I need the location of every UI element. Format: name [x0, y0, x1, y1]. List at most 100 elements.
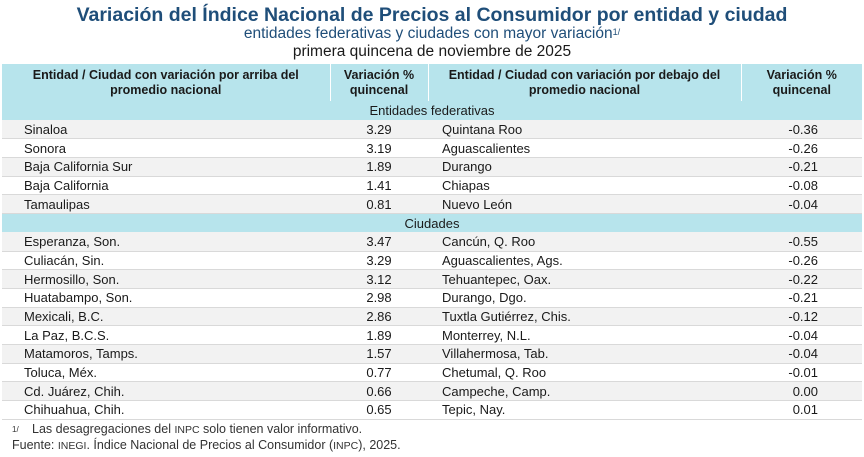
above-entity-cell: Huatabampo, Son. [2, 288, 330, 308]
report-title: Variación del Índice Nacional de Precios… [76, 4, 788, 26]
footnote-text-end: solo tienen valor informativo. [199, 422, 363, 436]
above-variation-cell: 3.29 [330, 120, 428, 140]
below-variation-cell: -0.26 [741, 251, 862, 271]
above-entity-cell: Sinaloa [2, 120, 330, 140]
above-variation-cell: 0.77 [330, 363, 428, 383]
above-entity-cell: Esperanza, Son. [2, 232, 330, 252]
below-variation-cell: -0.55 [741, 232, 862, 252]
section-header-row: Entidades federativas [2, 101, 862, 120]
above-entity-cell: La Paz, B.C.S. [2, 325, 330, 346]
header-above-entity: Entidad / Ciudad con variación por arrib… [2, 64, 331, 101]
above-entity-cell: Matamoros, Tamps. [2, 344, 330, 364]
header-below-variation: Variación % quincenal [741, 64, 862, 101]
above-variation-cell: 1.89 [330, 157, 428, 177]
above-variation-cell: 1.41 [330, 176, 428, 196]
above-variation-cell: 0.65 [330, 400, 428, 420]
footnote-mark: 1/ [12, 425, 19, 434]
above-variation-cell: 3.19 [330, 138, 428, 158]
table-row: Sinaloa 3.29 Quintana Roo -0.36 [2, 120, 862, 140]
below-variation-cell: -0.01 [741, 363, 862, 383]
above-entity-cell: Mexicali, B.C. [2, 307, 330, 327]
header-above-variation: Variación % quincenal [330, 64, 429, 101]
below-entity-cell: Durango [428, 157, 741, 177]
below-variation-cell: -0.22 [741, 269, 862, 289]
table-row: Baja California Sur 1.89 Durango -0.21 [2, 157, 862, 177]
source-note: Fuente: INEGI. Índice Nacional de Precio… [12, 438, 401, 454]
footnote-text: Las desagregaciones del INPC solo tienen… [32, 422, 362, 438]
below-entity-cell: Campeche, Camp. [428, 381, 741, 402]
table-row: La Paz, B.C.S. 1.89 Monterrey, N.L. -0.04 [2, 325, 862, 346]
below-entity-cell: Villahermosa, Tab. [428, 344, 741, 364]
above-entity-cell: Sonora [2, 138, 330, 158]
footnote: 1/ Las desagregaciones del INPC solo tie… [12, 422, 362, 437]
below-entity-cell: Cancún, Q. Roo [428, 232, 741, 252]
section-label: Entidades federativas [2, 101, 862, 120]
source-label: Fuente: [12, 438, 58, 452]
subtitle-footnote-mark: 1/ [612, 27, 621, 37]
table-row: Culiacán, Sin. 3.29 Aguascalientes, Ags. -0… [2, 251, 862, 271]
above-entity-cell: Baja California Sur [2, 157, 330, 177]
table-row: Chihuahua, Chih. 0.65 Tepic, Nay. 0.01 [2, 400, 862, 420]
table-row: Matamoros, Tamps. 1.57 Villahermosa, Tab. -… [2, 344, 862, 364]
table-row: Tamaulipas 0.81 Nuevo León -0.04 [2, 194, 862, 214]
above-variation-cell: 2.98 [330, 288, 428, 308]
above-variation-cell: 3.29 [330, 251, 428, 271]
source-org: INEGI [57, 440, 87, 452]
below-entity-cell: Aguascalientes, Ags. [428, 251, 741, 271]
below-entity-cell: Tehuantepec, Oax. [428, 269, 741, 289]
section-label: Ciudades [2, 213, 862, 233]
header-below-entity: Entidad / Ciudad con variación por debaj… [428, 64, 742, 101]
below-entity-cell: Chiapas [428, 176, 741, 196]
below-entity-cell: Tepic, Nay. [428, 400, 741, 420]
source-title: . Índice Nacional de Precios al Consumid… [86, 438, 334, 452]
below-variation-cell: -0.26 [741, 138, 862, 158]
table-row: Esperanza, Son. 3.47 Cancún, Q. Roo -0.55 [2, 232, 862, 252]
below-entity-cell: Tuxtla Gutiérrez, Chis. [428, 307, 741, 327]
below-entity-cell: Monterrey, N.L. [428, 325, 741, 346]
above-entity-cell: Hermosillo, Son. [2, 269, 330, 289]
below-variation-cell: -0.36 [741, 120, 862, 140]
above-entity-cell: Toluca, Méx. [2, 363, 330, 383]
table-row: Baja California 1.41 Chiapas -0.08 [2, 176, 862, 196]
above-variation-cell: 3.12 [330, 269, 428, 289]
below-variation-cell: -0.08 [741, 176, 862, 196]
below-variation-cell: -0.04 [741, 344, 862, 364]
below-variation-cell: 0.00 [741, 381, 862, 402]
above-variation-cell: 0.81 [330, 194, 428, 214]
below-entity-cell: Aguascalientes [428, 138, 741, 158]
above-entity-cell: Chihuahua, Chih. [2, 400, 330, 420]
table-row: Mexicali, B.C. 2.86 Tuxtla Gutiérrez, Chis… [2, 307, 862, 327]
below-variation-cell: -0.21 [741, 157, 862, 177]
below-variation-cell: -0.12 [741, 307, 862, 327]
subtitle-text: entidades federativas y ciudades con may… [243, 25, 613, 42]
footnote-text-part: Las desagregaciones del [32, 422, 175, 436]
above-variation-cell: 3.47 [330, 232, 428, 252]
source-end: ), 2025. [358, 438, 401, 452]
below-entity-cell: Quintana Roo [428, 120, 741, 140]
below-variation-cell: -0.04 [741, 325, 862, 346]
table-row: Sonora 3.19 Aguascalientes -0.26 [2, 138, 862, 158]
report-period: primera quincena de noviembre de 2025 [292, 43, 572, 60]
report-subtitle: entidades federativas y ciudades con may… [0, 25, 864, 43]
inflation-table: Entidad / Ciudad con variación por arrib… [2, 64, 862, 420]
section-header-row: Ciudades [2, 213, 862, 233]
above-entity-cell: Cd. Juárez, Chih. [2, 381, 330, 402]
below-variation-cell: -0.21 [741, 288, 862, 308]
above-variation-cell: 0.66 [330, 381, 428, 402]
above-variation-cell: 1.89 [330, 325, 428, 346]
table-row: Huatabampo, Son. 2.98 Durango, Dgo. -0.21 [2, 288, 862, 308]
footnote-abbr: INPC [174, 424, 200, 436]
table-header-row: Entidad / Ciudad con variación por arrib… [2, 64, 862, 101]
source-abbr: INPC [333, 440, 359, 452]
above-variation-cell: 2.86 [330, 307, 428, 327]
above-entity-cell: Baja California [2, 176, 330, 196]
table-row: Cd. Juárez, Chih. 0.66 Campeche, Camp. 0.00 [2, 381, 862, 402]
below-entity-cell: Chetumal, Q. Roo [428, 363, 741, 383]
table-row: Hermosillo, Son. 3.12 Tehuantepec, Oax. -0.… [2, 269, 862, 289]
table-row: Toluca, Méx. 0.77 Chetumal, Q. Roo -0.01 [2, 363, 862, 383]
above-variation-cell: 1.57 [330, 344, 428, 364]
above-entity-cell: Tamaulipas [2, 194, 330, 214]
below-entity-cell: Durango, Dgo. [428, 288, 741, 308]
above-entity-cell: Culiacán, Sin. [2, 251, 330, 271]
below-entity-cell: Nuevo León [428, 194, 741, 214]
